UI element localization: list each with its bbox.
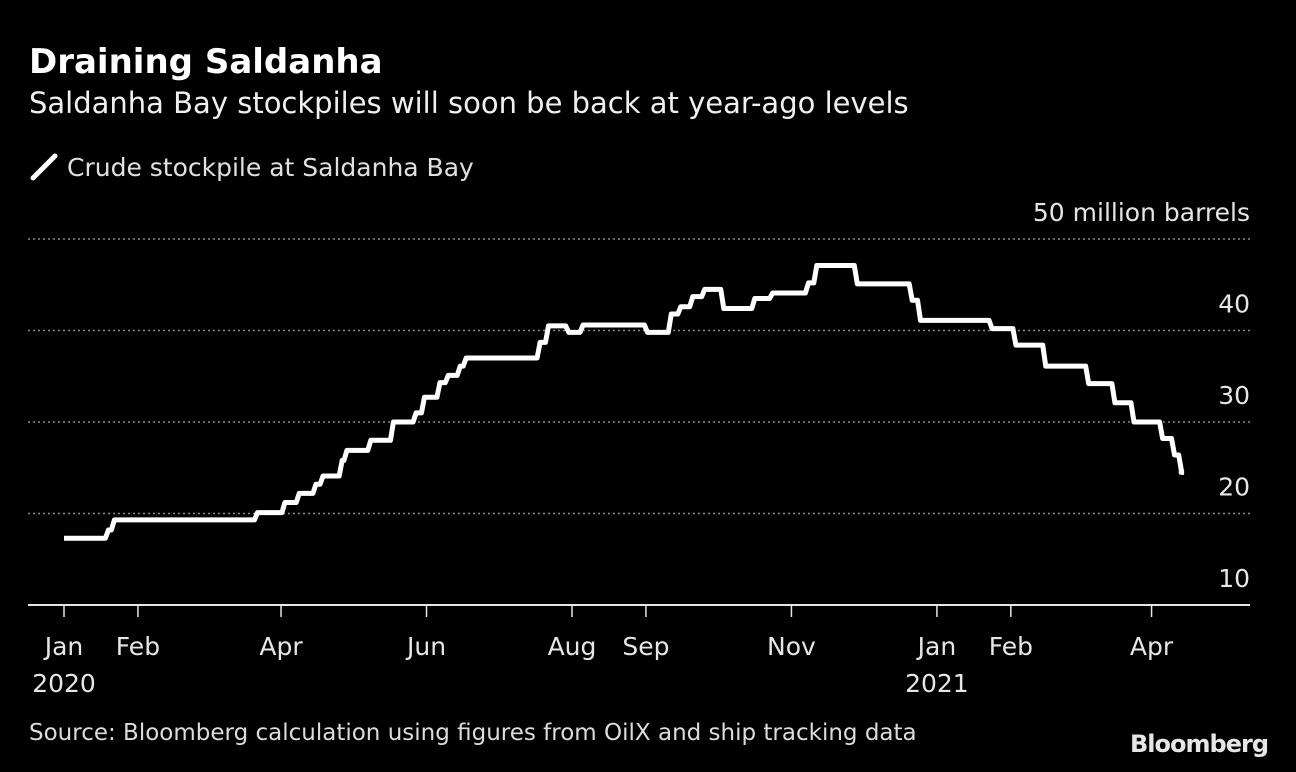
bloomberg-logo: Bloomberg (1130, 730, 1269, 758)
x-tick-label: Jan (43, 632, 84, 661)
x-tick-label: Apr (1130, 632, 1174, 661)
x-tick-label: Sep (622, 632, 669, 661)
legend-label: Crude stockpile at Saldanha Bay (67, 152, 474, 182)
legend-line-icon (30, 153, 58, 181)
y-tick-label: 10 (1218, 564, 1250, 593)
x-tick-label: Aug (548, 632, 597, 661)
x-tick-label: Apr (259, 632, 303, 661)
series-line-crude-stockpile (64, 263, 1185, 541)
y-tick-label: 30 (1218, 381, 1250, 410)
chart-title: Draining Saldanha (29, 42, 383, 82)
source-note: Source: Bloomberg calculation using figu… (29, 720, 917, 746)
x-tick-label: Jun (405, 632, 446, 661)
x-tick-label: Jan (916, 632, 957, 661)
y-tick-label: 40 (1218, 290, 1250, 319)
x-tick-year: 2021 (905, 669, 969, 698)
x-tick-label: Feb (989, 632, 1033, 661)
x-tick-label: Feb (116, 632, 160, 661)
x-tick-label: Nov (767, 632, 816, 661)
x-tick-year: 2020 (32, 669, 96, 698)
y-tick-label: 50 million barrels (1033, 198, 1250, 227)
legend: Crude stockpile at Saldanha Bay (29, 152, 474, 182)
y-tick-label: 20 (1218, 473, 1250, 502)
chart-subtitle: Saldanha Bay stockpiles will soon be bac… (29, 86, 909, 120)
